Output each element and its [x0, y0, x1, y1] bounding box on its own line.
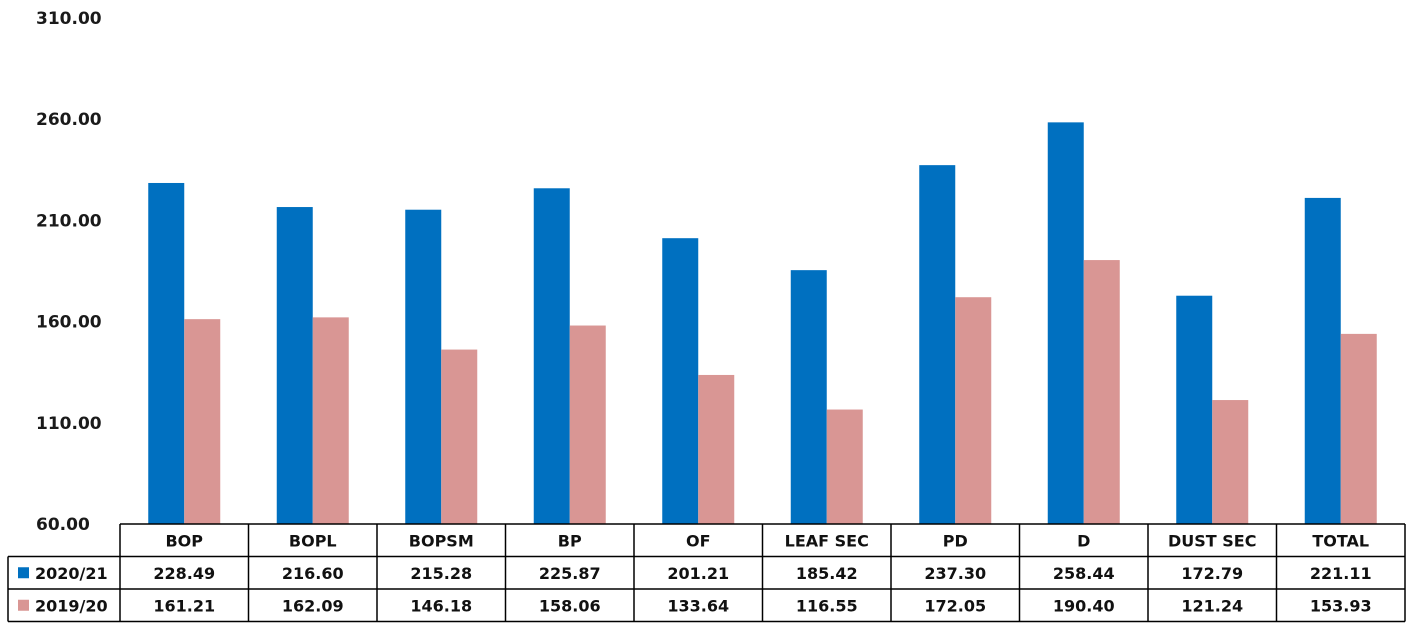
bar-series-1: [919, 165, 956, 524]
category-label: BOPSM: [409, 531, 474, 550]
legend-key: [18, 599, 29, 611]
data-label: 172.05: [924, 596, 986, 615]
data-label: 201.21: [667, 564, 729, 583]
category-label: OF: [686, 531, 711, 550]
bar-series-2: [312, 317, 349, 524]
legend-label: 2019/20: [35, 596, 108, 615]
data-label: 215.28: [410, 564, 472, 583]
category-label: LEAF SEC: [785, 531, 869, 550]
bar-series-1: [1304, 197, 1341, 524]
bar-series-1: [1176, 295, 1213, 524]
legend-key: [18, 567, 29, 579]
data-label: 185.42: [796, 564, 858, 583]
data-label: 172.79: [1181, 564, 1243, 583]
bar-series-2: [698, 374, 735, 524]
bar-series-1: [790, 270, 827, 524]
y-tick-label: 110.00: [36, 414, 102, 434]
bar-series-1: [1047, 122, 1084, 525]
data-label: 121.24: [1181, 596, 1243, 615]
category-label: D: [1077, 531, 1090, 550]
bar-series-2: [1340, 333, 1377, 524]
category-label: PD: [943, 531, 968, 550]
data-label: 161.21: [153, 596, 215, 615]
data-label: 158.06: [539, 596, 601, 615]
y-axis: 60.00 110.00 160.00 210.00 260.00 310.00: [36, 9, 102, 535]
y-tick-label: 260.00: [36, 110, 102, 130]
y-tick-label: 60.00: [36, 515, 90, 535]
y-tick-label: 210.00: [36, 211, 102, 231]
bar-series-1: [148, 182, 185, 524]
data-label: 221.11: [1310, 564, 1372, 583]
data-label: 162.09: [282, 596, 344, 615]
category-label: TOTAL: [1312, 531, 1369, 550]
category-label: BOP: [165, 531, 203, 550]
bar-series-2: [1212, 400, 1249, 524]
data-label: 116.55: [796, 596, 858, 615]
bar-series-1: [533, 188, 570, 524]
data-label: 258.44: [1053, 564, 1115, 583]
bar-series-2: [826, 409, 863, 524]
y-tick-label: 310.00: [36, 9, 102, 29]
data-label: 190.40: [1053, 596, 1115, 615]
bar-series-2: [184, 319, 221, 524]
bar-series-1: [405, 209, 442, 524]
category-label: DUST SEC: [1168, 531, 1256, 550]
category-label: BP: [558, 531, 582, 550]
bar-series-2: [441, 349, 478, 524]
legend-label: 2020/21: [35, 564, 108, 583]
bar-series-2: [569, 325, 606, 524]
data-label: 146.18: [410, 596, 472, 615]
data-label: 228.49: [153, 564, 215, 583]
data-table: BOP BOPL BOPSM BP OF LEAF SEC PD D DUST SEC TOTAL…: [7, 523, 1406, 623]
data-label: 216.60: [282, 564, 344, 583]
bar-series-2: [1083, 260, 1120, 524]
data-label: 153.93: [1310, 596, 1372, 615]
bar-series-1: [662, 238, 699, 524]
category-label: BOPL: [289, 531, 337, 550]
data-label: 133.64: [667, 596, 729, 615]
bar-series-1: [276, 207, 313, 524]
data-label: 237.30: [924, 564, 986, 583]
data-label: 225.87: [539, 564, 601, 583]
bars: [148, 122, 1377, 525]
y-tick-label: 160.00: [36, 313, 102, 333]
bar-series-2: [955, 297, 992, 524]
